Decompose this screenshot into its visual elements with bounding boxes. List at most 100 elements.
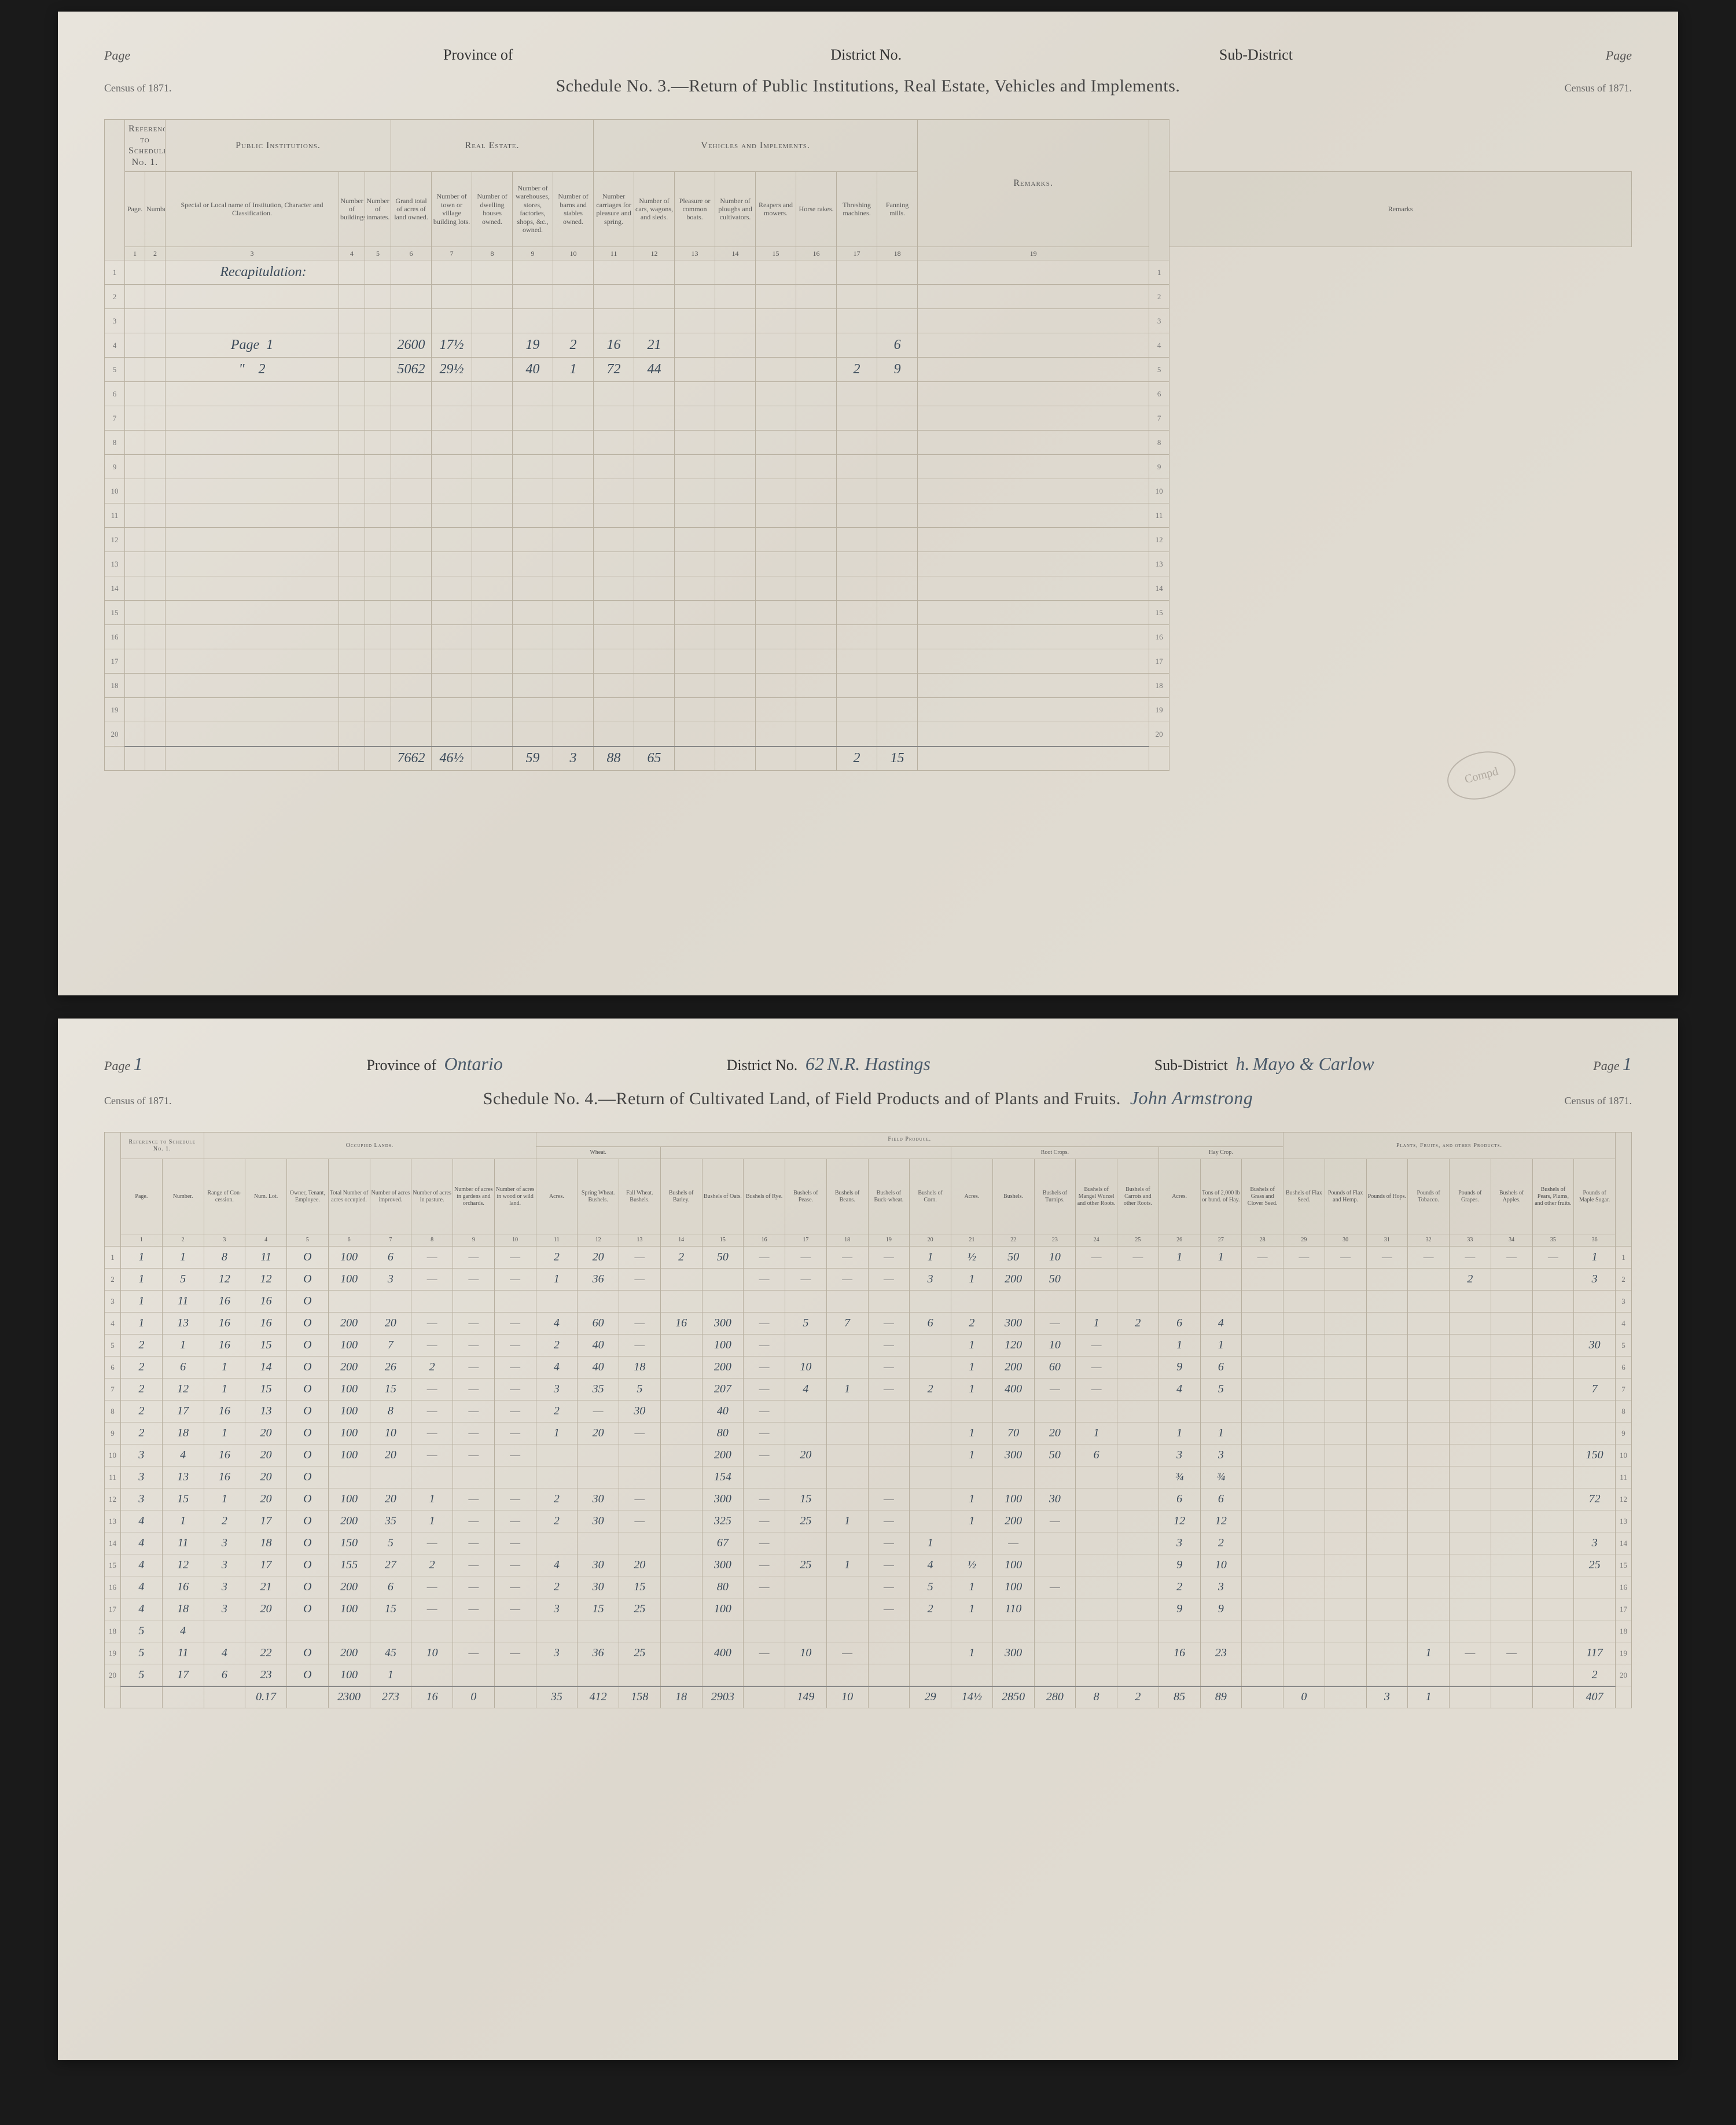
- subdistrict-label: Sub-District: [1215, 46, 1297, 63]
- data-cell: O: [287, 1334, 329, 1356]
- data-cell: 10: [1034, 1247, 1076, 1269]
- col-number: 7: [432, 247, 472, 260]
- total-cell: 1: [1408, 1686, 1450, 1708]
- data-cell: 30: [1034, 1488, 1076, 1510]
- data-cell: 100: [328, 1269, 370, 1291]
- col-header: Bushels of Grass and Clover Seed.: [1242, 1159, 1283, 1234]
- data-cell: O: [287, 1312, 329, 1334]
- col-number: 13: [619, 1234, 661, 1247]
- data-cell: [660, 1334, 702, 1356]
- col-header: Owner, Tenant, Employee.: [287, 1159, 329, 1234]
- data-cell: 325: [702, 1510, 744, 1532]
- data-cell: [1325, 1269, 1366, 1291]
- col-number: 21: [951, 1234, 993, 1247]
- province-label: Province of: [439, 46, 518, 63]
- col-number: 35: [1532, 1234, 1574, 1247]
- data-cell: [619, 1620, 661, 1642]
- col-header: Number.: [145, 171, 165, 247]
- data-cell: 20: [245, 1422, 287, 1444]
- data-cell: —: [744, 1510, 785, 1532]
- data-cell: —: [619, 1488, 661, 1510]
- data-cell: —: [1450, 1247, 1491, 1269]
- data-cell: 1: [162, 1247, 204, 1269]
- col-header: Pounds of Hops.: [1366, 1159, 1408, 1234]
- data-cell: —: [494, 1312, 536, 1334]
- data-cell: —: [744, 1269, 785, 1291]
- data-cell: [536, 1291, 578, 1312]
- data-cell: —: [1242, 1247, 1283, 1269]
- col-header: Grand total of acres of land owned.: [391, 171, 432, 247]
- data-cell: [910, 1466, 951, 1488]
- data-cell: 50: [1034, 1269, 1076, 1291]
- data-cell: —: [453, 1598, 495, 1620]
- col-number: 10: [553, 247, 594, 260]
- data-cell: 1: [204, 1356, 245, 1378]
- col-header: Horse rakes.: [796, 171, 837, 247]
- total-cell: 18: [660, 1686, 702, 1708]
- data-cell: [365, 333, 391, 358]
- data-cell: [910, 1356, 951, 1378]
- data-cell: 2600: [391, 333, 432, 358]
- data-cell: 1: [951, 1488, 993, 1510]
- data-cell: 20: [370, 1312, 411, 1334]
- col-number: 16: [744, 1234, 785, 1247]
- data-cell: 29½: [432, 358, 472, 382]
- header-row-top: Page Province of District No. Sub-Distri…: [104, 46, 1632, 64]
- data-cell: [1158, 1291, 1200, 1312]
- data-cell: 6: [1158, 1312, 1200, 1334]
- data-cell: —: [1283, 1247, 1325, 1269]
- data-cell: 10: [785, 1356, 827, 1378]
- data-cell: 2: [204, 1510, 245, 1532]
- data-cell: 7: [1574, 1378, 1616, 1400]
- data-cell: [1532, 1312, 1574, 1334]
- col-header: Total Number of acres occupied.: [328, 1159, 370, 1234]
- data-cell: [1117, 1291, 1159, 1312]
- page-label-right-s4: Page: [1593, 1058, 1619, 1073]
- col-number: 33: [1450, 1234, 1491, 1247]
- data-cell: —: [1366, 1247, 1408, 1269]
- col-number: 4: [339, 247, 365, 260]
- data-cell: 5: [1200, 1378, 1242, 1400]
- data-cell: —: [453, 1642, 495, 1664]
- data-cell: [370, 1620, 411, 1642]
- data-cell: [910, 1620, 951, 1642]
- data-cell: 21: [245, 1576, 287, 1598]
- col-header: Bushels of Turnips.: [1034, 1159, 1076, 1234]
- col-header: Tons of 2,000 lb or bund. of Hay.: [1200, 1159, 1242, 1234]
- col-header: Pounds of Grapes.: [1450, 1159, 1491, 1234]
- data-cell: 200: [328, 1356, 370, 1378]
- data-cell: 9: [877, 358, 918, 382]
- data-cell: [1408, 1444, 1450, 1466]
- data-cell: 13: [162, 1466, 204, 1488]
- data-cell: [744, 1664, 785, 1686]
- enumerator-signature: John Armstrong: [1130, 1087, 1253, 1108]
- data-cell: [1574, 1598, 1616, 1620]
- data-cell: —: [453, 1269, 495, 1291]
- data-cell: [619, 1532, 661, 1554]
- data-cell: 200: [328, 1642, 370, 1664]
- district-label: District No.: [826, 46, 906, 63]
- total-cell: [339, 747, 365, 771]
- data-cell: [472, 333, 513, 358]
- data-cell: 16: [204, 1400, 245, 1422]
- data-cell: 18: [162, 1598, 204, 1620]
- data-cell: [910, 1444, 951, 1466]
- data-cell: 20: [370, 1444, 411, 1466]
- data-cell: [1532, 1356, 1574, 1378]
- data-cell: ¾: [1200, 1466, 1242, 1488]
- data-cell: [411, 1664, 453, 1686]
- data-cell: [868, 1642, 910, 1664]
- data-cell: [619, 1664, 661, 1686]
- data-cell: 3: [204, 1532, 245, 1554]
- data-cell: [868, 1422, 910, 1444]
- data-cell: 70: [992, 1422, 1034, 1444]
- total-cell: [121, 1686, 163, 1708]
- data-cell: —: [494, 1269, 536, 1291]
- data-cell: [660, 1291, 702, 1312]
- data-cell: —: [494, 1378, 536, 1400]
- data-cell: [1076, 1554, 1117, 1576]
- data-cell: 11: [245, 1247, 287, 1269]
- total-cell: [796, 747, 837, 771]
- data-cell: [1076, 1488, 1117, 1510]
- total-cell: 149: [785, 1686, 827, 1708]
